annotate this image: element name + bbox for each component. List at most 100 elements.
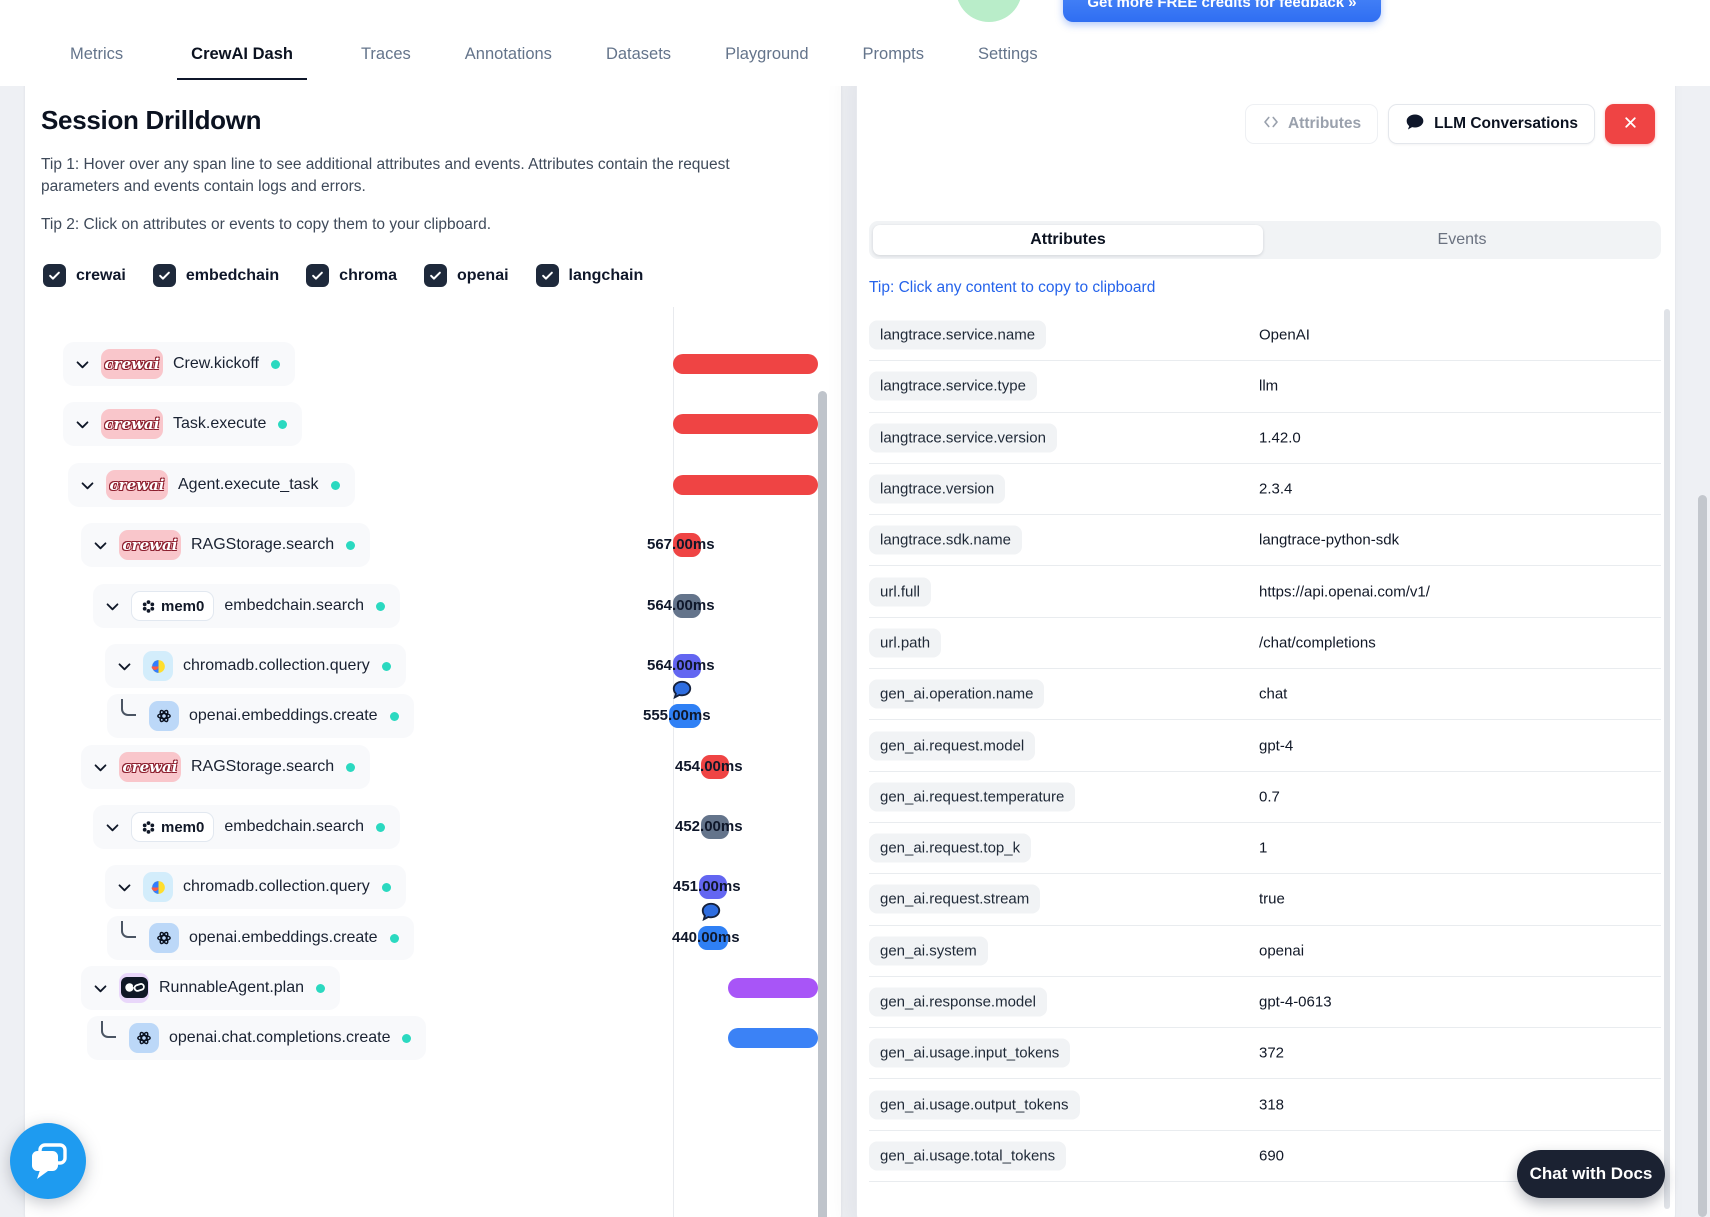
chat-with-docs-button[interactable]: Chat with Docs: [1517, 1150, 1665, 1198]
attribute-value[interactable]: 318: [1259, 1096, 1285, 1114]
attribute-key[interactable]: gen_ai.request.temperature: [869, 782, 1076, 812]
llm-conversations-button[interactable]: LLM Conversations: [1388, 104, 1595, 144]
attribute-row[interactable]: gen_ai.system openai: [869, 926, 1661, 977]
timeline-bar[interactable]: [673, 354, 818, 374]
tree-scrollbar[interactable]: [818, 391, 827, 1217]
attribute-key[interactable]: gen_ai.operation.name: [869, 679, 1045, 709]
attribute-row[interactable]: gen_ai.operation.name chat: [869, 669, 1661, 721]
tab-settings[interactable]: Settings: [977, 45, 1038, 63]
tab-prompts[interactable]: Prompts: [862, 45, 924, 63]
attribute-key[interactable]: url.path: [869, 628, 942, 658]
tab-events[interactable]: Events: [1437, 231, 1487, 248]
attribute-value[interactable]: 1.42.0: [1259, 429, 1301, 447]
timeline-bar[interactable]: [698, 926, 728, 950]
tab-annotations[interactable]: Annotations: [464, 45, 552, 63]
timeline-bar[interactable]: [669, 704, 701, 728]
attribute-key[interactable]: langtrace.version: [869, 474, 1006, 504]
attribute-row[interactable]: url.path /chat/completions: [869, 618, 1661, 670]
attribute-value[interactable]: langtrace-python-sdk: [1259, 531, 1400, 549]
tab-datasets[interactable]: Datasets: [605, 45, 672, 63]
tab-crewai-dash[interactable]: CrewAI Dash: [177, 45, 307, 80]
tab-playground[interactable]: Playground: [725, 45, 809, 63]
attribute-value[interactable]: 690: [1259, 1147, 1285, 1165]
attribute-row[interactable]: langtrace.service.version 1.42.0: [869, 413, 1661, 464]
attribute-value[interactable]: chat: [1259, 685, 1288, 703]
tab-attributes[interactable]: Attributes: [873, 225, 1263, 255]
attribute-row[interactable]: langtrace.service.type llm: [869, 361, 1661, 413]
attribute-row[interactable]: gen_ai.response.model gpt-4-0613: [869, 977, 1661, 1029]
attribute-key[interactable]: url.full: [869, 577, 932, 607]
chevron-down-icon[interactable]: [92, 759, 109, 776]
attribute-key[interactable]: gen_ai.response.model: [869, 987, 1047, 1017]
attribute-value[interactable]: 1: [1259, 839, 1268, 857]
page-scrollbar[interactable]: [1698, 495, 1707, 1217]
span-row[interactable]: openai.embeddings.create: [107, 694, 414, 738]
timeline-bar[interactable]: [673, 594, 701, 618]
attribute-row[interactable]: gen_ai.usage.total_tokens 690: [869, 1131, 1661, 1183]
chevron-down-icon[interactable]: [116, 658, 133, 675]
attribute-row[interactable]: langtrace.service.name OpenAI: [869, 310, 1661, 362]
attribute-key[interactable]: gen_ai.usage.output_tokens: [869, 1090, 1080, 1120]
copy-tip-link[interactable]: Tip: Click any content to copy to clipbo…: [869, 279, 1156, 296]
attribute-value[interactable]: https://api.openai.com/v1/: [1259, 583, 1430, 601]
attribute-row[interactable]: gen_ai.request.temperature 0.7: [869, 772, 1661, 823]
attribute-key[interactable]: langtrace.service.name: [869, 320, 1047, 350]
timeline-bar[interactable]: [673, 533, 701, 557]
close-button[interactable]: [1605, 104, 1655, 144]
span-row[interactable]: crewai RAGStorage.search: [81, 745, 371, 789]
attribute-key[interactable]: langtrace.service.version: [869, 423, 1057, 453]
span-row[interactable]: RunnableAgent.plan: [81, 966, 341, 1010]
span-row[interactable]: chromadb.collection.query: [105, 644, 406, 688]
span-row[interactable]: openai.chat.completions.create: [87, 1016, 427, 1060]
attribute-row[interactable]: url.full https://api.openai.com/v1/: [869, 566, 1661, 618]
attribute-key[interactable]: gen_ai.request.top_k: [869, 833, 1032, 863]
timeline-bar[interactable]: [673, 414, 818, 434]
attribute-row[interactable]: langtrace.sdk.name langtrace-python-sdk: [869, 515, 1661, 567]
span-row[interactable]: openai.embeddings.create: [107, 916, 414, 960]
tab-traces[interactable]: Traces: [360, 45, 411, 63]
attribute-key[interactable]: langtrace.service.type: [869, 371, 1037, 401]
attribute-value[interactable]: gpt-4: [1259, 737, 1294, 755]
attribute-value[interactable]: OpenAI: [1259, 326, 1310, 344]
tab-metrics[interactable]: Metrics: [70, 45, 124, 63]
checkbox-checked-icon[interactable]: [306, 264, 330, 287]
attribute-value[interactable]: true: [1259, 890, 1285, 908]
attribute-key[interactable]: gen_ai.request.stream: [869, 884, 1041, 914]
attribute-key[interactable]: gen_ai.usage.input_tokens: [869, 1038, 1071, 1068]
attribute-row[interactable]: gen_ai.usage.output_tokens 318: [869, 1079, 1661, 1131]
attribute-key[interactable]: gen_ai.system: [869, 936, 988, 966]
checkbox-checked-icon[interactable]: [152, 264, 176, 287]
chevron-down-icon[interactable]: [92, 980, 109, 997]
attribute-value[interactable]: /chat/completions: [1259, 634, 1376, 652]
chevron-down-icon[interactable]: [104, 819, 121, 836]
attribute-row[interactable]: langtrace.version 2.3.4: [869, 464, 1661, 516]
attribute-value[interactable]: llm: [1259, 377, 1279, 395]
attribute-value[interactable]: 0.7: [1259, 788, 1280, 806]
timeline-bar[interactable]: [728, 1028, 818, 1048]
checkbox-checked-icon[interactable]: [43, 264, 66, 287]
checkbox-checked-icon[interactable]: [535, 264, 559, 287]
chevron-down-icon[interactable]: [92, 537, 109, 554]
timeline-bar[interactable]: [701, 755, 729, 779]
attribute-row[interactable]: gen_ai.request.stream true: [869, 874, 1661, 926]
attribute-value[interactable]: gpt-4-0613: [1259, 993, 1332, 1011]
chevron-down-icon[interactable]: [104, 598, 121, 615]
attribute-row[interactable]: gen_ai.request.model gpt-4: [869, 720, 1661, 772]
attributes-code-button[interactable]: Attributes: [1244, 104, 1379, 144]
filter-checkbox-chroma[interactable]: chroma: [306, 264, 397, 287]
timeline-bar[interactable]: [701, 815, 729, 839]
span-row[interactable]: crewai Task.execute: [63, 402, 303, 446]
filter-checkbox-crewai[interactable]: crewai: [43, 264, 126, 287]
chevron-down-icon[interactable]: [116, 879, 133, 896]
live-chat-widget-button[interactable]: [10, 1123, 86, 1199]
filter-checkbox-openai[interactable]: openai: [423, 264, 509, 287]
timeline-bar[interactable]: [673, 475, 818, 495]
attribute-row[interactable]: gen_ai.request.top_k 1: [869, 823, 1661, 875]
attribute-key[interactable]: gen_ai.request.model: [869, 731, 1036, 761]
filter-checkbox-embedchain[interactable]: embedchain: [152, 264, 279, 287]
chevron-down-icon[interactable]: [74, 416, 91, 433]
timeline-bar[interactable]: [699, 875, 727, 899]
span-row[interactable]: crewai RAGStorage.search: [81, 523, 371, 567]
avatar[interactable]: [956, 0, 1022, 22]
attribute-value[interactable]: 2.3.4: [1259, 480, 1293, 498]
